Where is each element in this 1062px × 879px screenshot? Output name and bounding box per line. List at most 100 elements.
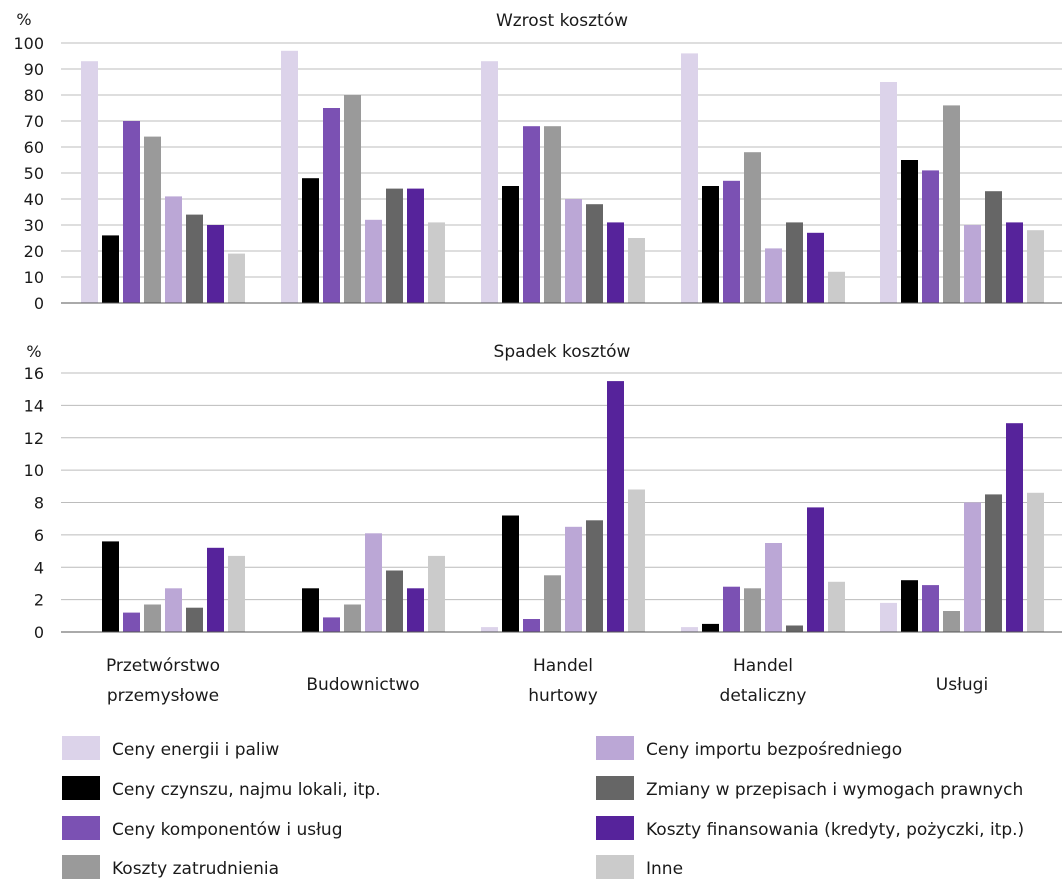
cost-decrease-panel: % Spadek kosztów 0 2 4 6 8 10 12 14 16 bbox=[24, 342, 1062, 642]
bar bbox=[922, 170, 939, 303]
y-tick-label: 16 bbox=[24, 364, 44, 383]
bar bbox=[165, 588, 182, 632]
bar bbox=[481, 61, 498, 304]
bar bbox=[1027, 230, 1044, 303]
x-axis-category-labels: Przetwórstwo przemysłowe Budownictwo Handel… bbox=[106, 656, 988, 706]
bar bbox=[702, 186, 719, 303]
bar bbox=[607, 381, 624, 632]
bar bbox=[428, 555, 445, 632]
legend-swatch bbox=[596, 736, 634, 760]
bar-group bbox=[102, 381, 1044, 632]
y-unit-label: % bbox=[26, 342, 41, 361]
bar bbox=[586, 520, 603, 632]
y-tick-label: 70 bbox=[24, 112, 44, 131]
bar bbox=[323, 108, 340, 303]
y-tick-label: 8 bbox=[34, 494, 44, 513]
bar bbox=[228, 555, 245, 632]
legend-label: Inne bbox=[646, 859, 683, 879]
bar bbox=[502, 515, 519, 632]
bar bbox=[123, 612, 140, 632]
bar bbox=[922, 585, 939, 632]
y-tick-label: 4 bbox=[34, 558, 44, 577]
grid-lines bbox=[61, 42, 1062, 278]
bar bbox=[544, 575, 561, 632]
bar bbox=[681, 627, 698, 632]
bar bbox=[786, 625, 803, 632]
y-tick-label: 30 bbox=[24, 216, 44, 235]
bar bbox=[302, 178, 319, 303]
bar bbox=[365, 219, 382, 303]
bar bbox=[786, 222, 803, 303]
legend-label: Zmiany w przepisach i wymogach prawnych bbox=[646, 780, 1023, 800]
bar bbox=[723, 180, 740, 303]
y-tick-label: 40 bbox=[24, 190, 44, 209]
bar bbox=[807, 232, 824, 303]
bar bbox=[765, 248, 782, 303]
bar bbox=[565, 526, 582, 632]
bar bbox=[207, 547, 224, 632]
bar bbox=[1006, 222, 1023, 303]
bar bbox=[523, 126, 540, 303]
bar bbox=[281, 50, 298, 303]
bar bbox=[943, 105, 960, 304]
bar bbox=[828, 271, 845, 303]
bar bbox=[144, 604, 161, 632]
y-tick-label: 2 bbox=[34, 591, 44, 610]
bar bbox=[323, 617, 340, 632]
bar bbox=[344, 95, 361, 303]
bar bbox=[386, 570, 403, 632]
bar bbox=[302, 588, 319, 632]
y-unit-label: % bbox=[16, 10, 31, 29]
legend-swatch bbox=[596, 816, 634, 840]
bar bbox=[1006, 423, 1023, 632]
bar bbox=[565, 199, 582, 303]
bar bbox=[428, 222, 445, 303]
bar bbox=[344, 604, 361, 632]
category-label: Handel bbox=[533, 656, 593, 676]
bar bbox=[985, 494, 1002, 632]
bar bbox=[901, 580, 918, 632]
bar bbox=[943, 611, 960, 632]
bar bbox=[386, 188, 403, 303]
bar bbox=[807, 507, 824, 632]
bar bbox=[407, 188, 424, 303]
legend-label: Ceny komponentów i usług bbox=[112, 820, 343, 840]
bar bbox=[744, 152, 761, 303]
y-tick-label: 0 bbox=[34, 623, 44, 642]
bar bbox=[207, 225, 224, 303]
category-label: Handel bbox=[733, 656, 793, 676]
bar bbox=[723, 586, 740, 632]
grid-lines bbox=[61, 372, 1062, 601]
bar bbox=[828, 581, 845, 632]
bar bbox=[681, 53, 698, 304]
bar bbox=[1027, 492, 1044, 632]
y-tick-label: 12 bbox=[24, 429, 44, 448]
bar bbox=[102, 541, 119, 632]
y-tick-label: 6 bbox=[34, 526, 44, 545]
bar bbox=[165, 196, 182, 303]
bar bbox=[880, 82, 897, 303]
bar-group bbox=[81, 50, 1044, 304]
y-tick-label: 90 bbox=[24, 60, 44, 79]
bar bbox=[544, 126, 561, 303]
category-label: detaliczny bbox=[720, 686, 807, 706]
category-label: Budownictwo bbox=[306, 675, 419, 695]
legend-label: Ceny importu bezpośredniego bbox=[646, 740, 902, 760]
bar bbox=[586, 204, 603, 303]
y-tick-label: 0 bbox=[34, 294, 44, 313]
cost-increase-panel: % Wzrost kosztów 0 10 20 30 40 50 60 70 80 90 100 bbox=[13, 10, 1062, 313]
bar bbox=[523, 619, 540, 632]
y-tick-label: 20 bbox=[24, 242, 44, 261]
bar bbox=[744, 588, 761, 632]
y-tick-label: 100 bbox=[13, 34, 44, 53]
bar bbox=[102, 235, 119, 303]
y-tick-label: 60 bbox=[24, 138, 44, 157]
y-tick-label: 80 bbox=[24, 86, 44, 105]
bar bbox=[607, 222, 624, 303]
bar bbox=[481, 627, 498, 632]
category-label: Przetwórstwo bbox=[106, 656, 220, 676]
bar bbox=[702, 623, 719, 632]
y-axis-ticks: 0 10 20 30 40 50 60 70 80 90 100 bbox=[13, 34, 44, 313]
chart-title: Spadek kosztów bbox=[494, 342, 631, 362]
